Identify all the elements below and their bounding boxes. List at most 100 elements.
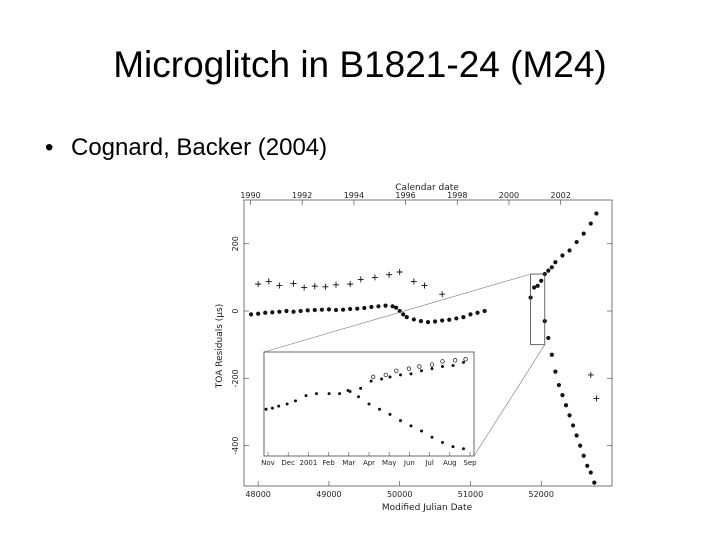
top-axis: 1990 1992 1994 1996 1998 2000 2002 — [240, 191, 571, 205]
data-point — [567, 248, 572, 253]
inset-tick-label: Aug — [443, 459, 457, 467]
zoom-connector — [263, 273, 531, 353]
inset-point — [451, 364, 455, 368]
inset-point — [304, 394, 308, 398]
data-point — [255, 281, 262, 288]
data-point — [401, 312, 406, 317]
inset-tick-label: 2001 — [299, 459, 317, 467]
plot-frame — [243, 199, 613, 487]
data-point — [574, 239, 579, 245]
inset-point — [327, 392, 331, 396]
data-point — [369, 304, 374, 310]
series-0 — [248, 303, 487, 325]
data-point — [594, 211, 599, 216]
y-tick-label: 200 — [231, 236, 240, 251]
inset-point — [451, 445, 455, 449]
data-point — [383, 303, 388, 308]
data-point — [454, 316, 459, 321]
data-point — [546, 268, 551, 273]
inset-point — [399, 373, 402, 377]
data-point — [570, 423, 576, 428]
inset-point — [441, 440, 444, 444]
x-tick-label: 48000 — [245, 490, 270, 499]
top-tick-label: 1996 — [395, 191, 415, 200]
inset-point — [462, 360, 465, 364]
data-point — [439, 291, 446, 298]
inset-tick-label: Jul — [424, 459, 434, 467]
data-point — [563, 403, 569, 408]
data-point — [284, 308, 289, 314]
inset-point — [441, 365, 444, 369]
inset-series-2 — [371, 357, 468, 380]
data-point — [355, 306, 360, 311]
inset-point — [409, 372, 413, 376]
data-point — [376, 304, 381, 309]
data-point — [482, 308, 487, 314]
inset-point — [409, 424, 413, 428]
y-axis-label: TOA Residuals (μs) — [215, 304, 225, 389]
x-tick-label: 49000 — [316, 490, 341, 499]
y-tick-label: -200 — [231, 369, 240, 387]
data-point — [265, 278, 272, 285]
top-tick-label: 1998 — [447, 191, 467, 200]
data-point — [333, 307, 339, 313]
inset-point — [383, 372, 388, 378]
inset-point — [420, 369, 423, 373]
bullet-text: Cognard, Backer (2004) — [71, 134, 328, 161]
data-point — [394, 305, 399, 310]
data-point — [461, 314, 466, 320]
inset-point — [440, 359, 445, 364]
data-point — [556, 382, 562, 388]
data-point — [440, 318, 445, 323]
data-point — [371, 274, 378, 281]
inset-point — [378, 407, 381, 411]
data-point — [592, 480, 597, 485]
inset-series-1 — [346, 388, 465, 451]
data-point — [560, 393, 565, 398]
data-point — [468, 312, 473, 317]
data-point — [549, 265, 554, 270]
data-point — [396, 269, 403, 276]
inset-point — [406, 366, 412, 371]
inset-point — [264, 407, 268, 411]
inset-point — [359, 386, 363, 390]
inset-tick-label: Jun — [403, 459, 415, 467]
data-point — [581, 231, 586, 236]
data-point — [290, 280, 297, 287]
inset-point — [399, 419, 402, 423]
data-point — [410, 278, 417, 285]
data-point — [319, 307, 324, 312]
data-point — [432, 319, 438, 324]
data-point — [277, 309, 282, 314]
data-point — [549, 352, 554, 357]
data-point — [553, 369, 558, 374]
inset-point — [463, 357, 468, 362]
data-point — [588, 221, 593, 226]
data-point — [312, 307, 317, 313]
bullet-item: • Cognard, Backer (2004) — [45, 134, 327, 162]
data-point — [276, 282, 283, 289]
top-tick-label: 1990 — [240, 191, 260, 200]
inset-plot: Nov Dec 2001 Feb Mar Apr May Jun Jul Aug Sep — [261, 273, 546, 467]
y-tick-label: 0 — [231, 308, 240, 313]
data-point — [581, 453, 586, 458]
data-point — [291, 309, 296, 314]
data-point — [347, 281, 354, 288]
data-point — [348, 306, 353, 312]
data-point — [311, 283, 318, 290]
data-point — [553, 260, 558, 265]
data-point — [574, 433, 579, 438]
inset-tick-label: Apr — [363, 459, 375, 467]
inset-point — [270, 406, 274, 410]
top-tick-label: 2000 — [499, 191, 519, 200]
data-point — [333, 281, 339, 288]
data-point — [301, 284, 308, 291]
inset-tick-label: Dec — [281, 459, 295, 467]
inset-point — [417, 364, 422, 369]
inset-point — [369, 379, 373, 383]
plot-border — [243, 199, 613, 487]
bottom-axis: 48000 49000 50000 51000 52000 — [245, 481, 554, 499]
data-point — [567, 413, 572, 418]
data-point — [411, 317, 416, 322]
